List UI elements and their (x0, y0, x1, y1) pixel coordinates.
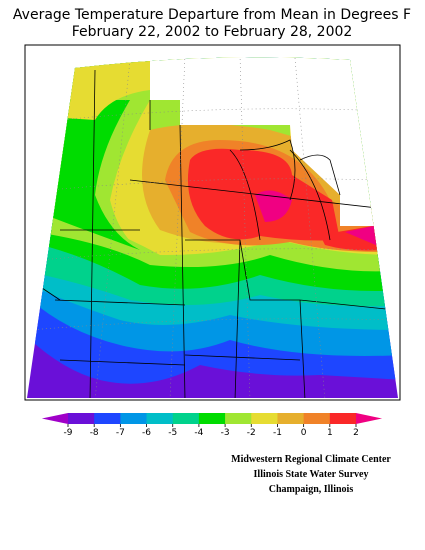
legend-swatch (68, 413, 95, 424)
legend-swatch (225, 413, 252, 424)
legend-tick-label: -8 (90, 428, 99, 438)
legend-swatch (277, 413, 305, 424)
map-title: Average Temperature Departure from Mean … (13, 7, 411, 23)
legend-tick-label: -3 (221, 428, 230, 438)
legend-swatch (303, 413, 331, 424)
map-title: February 22, 2002 to February 28, 2002 (72, 24, 353, 40)
legend-swatch (146, 413, 174, 424)
grid-lines (29, 57, 396, 398)
legend-tick-label: -2 (247, 428, 256, 438)
legend-tick-label: -4 (194, 428, 203, 438)
legend-swatch (329, 413, 357, 424)
legend-swatch (120, 413, 148, 424)
legend-tick-label: -1 (273, 428, 282, 438)
legend-swatch (94, 413, 121, 424)
credit-line: Champaign, Illinois (269, 484, 354, 495)
legend-swatch (198, 413, 226, 424)
legend-tick-label: -5 (168, 428, 177, 438)
legend-tick-label: -6 (142, 428, 151, 438)
color-legend: -9 -8 -7 -6 -5 -4 -3 -2 -1 0 1 2 (41, 413, 383, 438)
contour (255, 190, 292, 222)
legend-tick-label: -9 (64, 428, 73, 438)
legend-tick-label: 0 (301, 428, 307, 438)
map (27, 57, 398, 398)
legend-arrow (41, 413, 68, 424)
credit-line: Illinois State Water Survey (254, 469, 369, 480)
legend-arrow (356, 413, 383, 424)
legend-tick-label: -7 (116, 428, 125, 438)
legend-tick-label: 1 (327, 428, 333, 438)
contour (345, 225, 378, 246)
map-frame (24, 44, 401, 401)
legend-swatch (251, 413, 278, 424)
legend-tick-label: 2 (353, 428, 359, 438)
legend-swatch (172, 413, 200, 424)
unmapped-area (150, 57, 398, 226)
credit-line: Midwestern Regional Climate Center (231, 454, 391, 465)
